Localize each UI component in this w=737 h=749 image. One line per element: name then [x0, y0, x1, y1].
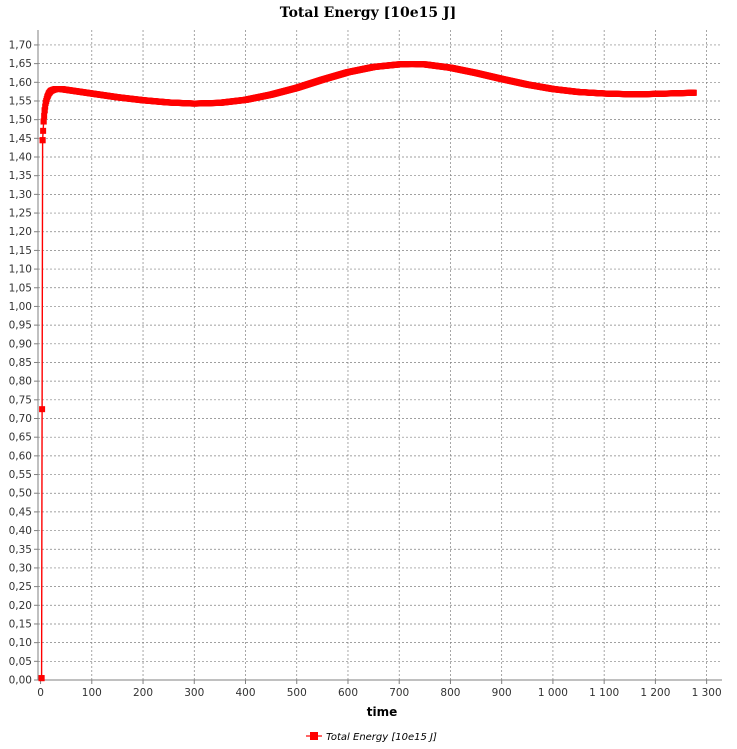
x-tick-label: 700 — [389, 687, 409, 699]
y-tick-label: 0,45 — [9, 506, 32, 518]
y-tick-label: 0,50 — [9, 488, 32, 500]
x-tick-label: 800 — [440, 687, 460, 699]
legend-label: Total Energy [10e15 J] — [326, 732, 437, 743]
y-tick-label: 0,80 — [9, 376, 32, 388]
y-tick-label: 1,15 — [9, 245, 32, 257]
y-tick-label: 0,90 — [9, 338, 32, 350]
y-tick-label: 0,75 — [9, 394, 32, 406]
data-point — [41, 112, 48, 119]
data-point — [690, 89, 697, 96]
grid — [38, 30, 722, 680]
y-tick-label: 0,05 — [9, 656, 32, 668]
y-tick-label: 0,85 — [9, 357, 32, 369]
x-tick-label: 900 — [492, 687, 512, 699]
y-tick-label: 0,30 — [9, 562, 32, 574]
y-tick-label: 1,05 — [9, 282, 32, 294]
data-point — [41, 107, 48, 114]
y-tick-label: 0,20 — [9, 600, 32, 612]
x-tick-label: 1 000 — [538, 687, 568, 699]
y-tick-label: 1,70 — [9, 39, 32, 51]
y-tick-label: 0,95 — [9, 320, 32, 332]
y-tick-label: 1,20 — [9, 226, 32, 238]
x-tick-label: 600 — [338, 687, 358, 699]
y-tick-label: 0,10 — [9, 637, 32, 649]
series-markers — [38, 60, 697, 682]
y-tick-label: 1,00 — [9, 301, 32, 313]
y-tick-label: 1,60 — [9, 77, 32, 89]
data-point — [39, 137, 46, 144]
y-tick-label: 1,50 — [9, 114, 32, 126]
data-point — [40, 127, 47, 134]
x-axis-label: time — [367, 705, 398, 719]
x-tick-label: 1 300 — [692, 687, 722, 699]
data-point — [42, 103, 49, 110]
x-tick-label: 300 — [184, 687, 204, 699]
y-tick-label: 1,65 — [9, 58, 32, 70]
data-point — [38, 675, 45, 682]
y-tick-label: 1,25 — [9, 208, 32, 220]
axes: 0,00 0,05 0,10 0,15 0,20 0,25 0,30 0,35 0,40 0,45… — [9, 30, 722, 699]
x-tick-label: 500 — [287, 687, 307, 699]
x-tick-label: 200 — [133, 687, 153, 699]
legend-marker — [310, 732, 318, 740]
y-tick-label: 0,15 — [9, 618, 32, 630]
y-tick-label: 0,60 — [9, 450, 32, 462]
y-tick-label: 1,35 — [9, 170, 32, 182]
y-tick-label: 0,40 — [9, 525, 32, 537]
data-point — [40, 118, 47, 125]
y-tick-label: 0,35 — [9, 544, 32, 556]
series-layer — [38, 60, 697, 682]
y-tick-label: 1,30 — [9, 189, 32, 201]
y-tick-label: 1,10 — [9, 264, 32, 276]
x-tick-label: 0 — [37, 687, 44, 699]
y-tick-label: 0,25 — [9, 581, 32, 593]
data-point — [39, 406, 46, 413]
y-tick-label: 0,55 — [9, 469, 32, 481]
chart-title: Total Energy [10e15 J] — [280, 5, 456, 21]
legend: Total Energy [10e15 J] — [306, 732, 437, 743]
x-tick-label: 400 — [235, 687, 255, 699]
y-tick-label: 1,55 — [9, 95, 32, 107]
series-line — [40, 63, 694, 679]
x-tick-label: 1 200 — [640, 687, 670, 699]
y-tick-label: 1,45 — [9, 133, 32, 145]
x-tick-label: 100 — [82, 687, 102, 699]
x-tick-label: 1 100 — [589, 687, 619, 699]
y-tick-label: 0,65 — [9, 432, 32, 444]
y-tick-label: 0,00 — [9, 675, 32, 687]
y-tick-label: 1,40 — [9, 152, 32, 164]
y-tick-label: 0,70 — [9, 413, 32, 425]
